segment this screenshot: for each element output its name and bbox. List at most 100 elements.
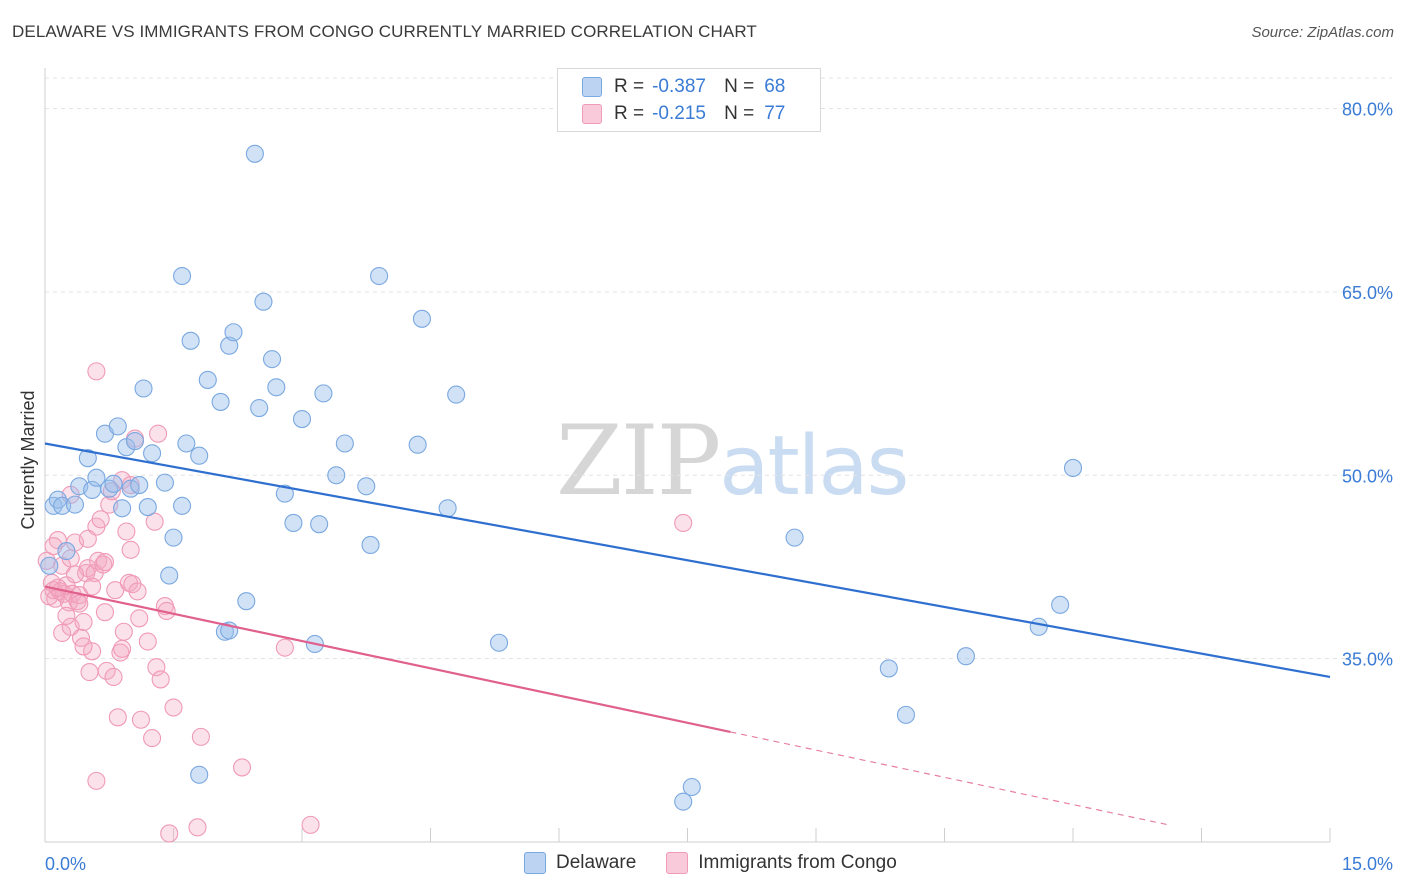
delaware-point — [113, 499, 132, 518]
delaware-point — [130, 476, 149, 495]
y-tick-label: 50.0% — [1342, 466, 1393, 486]
delaware-point — [357, 477, 376, 496]
delaware-point — [314, 384, 333, 403]
delaware-point — [1029, 617, 1048, 636]
n-label: N = — [724, 76, 755, 97]
congo-point — [232, 758, 252, 777]
delaware-point — [896, 705, 916, 724]
delaware-n-value: 68 — [764, 76, 786, 97]
congo-point — [108, 708, 127, 727]
congo-point — [104, 667, 123, 687]
delaware-point — [155, 473, 174, 492]
delaware-point — [125, 432, 144, 451]
delaware-point — [65, 495, 85, 514]
delaware-point — [335, 434, 354, 453]
congo-point — [128, 582, 147, 601]
delaware-point — [438, 499, 457, 518]
congo-point — [130, 609, 149, 628]
y-tick-label: 35.0% — [1342, 650, 1393, 670]
congo-point — [83, 577, 102, 596]
congo-trend-line — [44, 585, 731, 733]
delaware-point — [956, 647, 975, 666]
congo-point — [275, 638, 294, 657]
watermark-atlas: atlas — [719, 419, 909, 514]
delaware-point — [674, 792, 693, 811]
congo-point — [83, 642, 102, 661]
r-label: R = — [614, 103, 645, 124]
delaware-point — [190, 446, 209, 465]
delaware-point — [190, 765, 209, 784]
delaware-point — [143, 444, 162, 463]
congo-point — [74, 612, 93, 632]
congo-point — [188, 818, 207, 837]
r-label: R = — [614, 76, 645, 97]
delaware-legend-label: Delaware — [556, 852, 637, 873]
delaware-point — [1051, 595, 1070, 614]
delaware-point — [447, 385, 466, 404]
delaware-point — [173, 496, 192, 515]
correlation-legend: R = -0.387 N = 68 R = -0.215 N = 77 — [557, 68, 821, 132]
congo-legend-label: Immigrants from Congo — [698, 852, 897, 873]
delaware-point — [164, 528, 183, 547]
congo-point — [301, 815, 320, 834]
delaware-point — [134, 379, 153, 398]
congo-point — [78, 529, 97, 548]
delaware-point — [87, 468, 106, 487]
delaware-point — [237, 592, 256, 611]
congo-point — [121, 540, 140, 559]
congo-point — [65, 565, 85, 584]
congo-point — [74, 637, 93, 656]
delaware-point — [40, 556, 59, 575]
delaware-point — [412, 309, 431, 328]
delaware-point — [310, 515, 329, 534]
delaware-point — [262, 350, 282, 369]
delaware-point — [198, 370, 217, 389]
delaware-point — [160, 566, 179, 585]
delaware-point — [489, 633, 509, 652]
congo-point — [131, 710, 150, 729]
congo-r-value: -0.215 — [652, 103, 706, 124]
congo-point — [113, 639, 132, 658]
delaware-point — [785, 528, 804, 547]
delaware-point — [292, 409, 312, 429]
congo-point — [145, 512, 164, 531]
delaware-point — [327, 466, 346, 485]
delaware-point — [245, 144, 264, 163]
delaware-r-value: -0.387 — [652, 76, 706, 97]
delaware-point — [104, 474, 123, 493]
delaware-point — [254, 292, 273, 311]
congo-n-value: 77 — [764, 103, 786, 124]
source-label: Source: ZipAtlas.com — [1251, 24, 1394, 41]
congo-point — [97, 661, 116, 680]
congo-point — [80, 663, 99, 682]
delaware-point — [220, 336, 239, 355]
legend-row-congo: R = -0.215 N = 77 — [582, 102, 785, 126]
congo-point — [57, 606, 76, 625]
congo-point — [87, 771, 106, 790]
delaware-point — [370, 266, 389, 286]
legend-item-congo: Immigrants from Congo — [666, 852, 897, 874]
congo-point — [164, 698, 183, 717]
congo-trend-line-extrapolated — [730, 731, 1168, 826]
congo-point — [87, 362, 106, 381]
congo-point — [95, 603, 115, 622]
congo-point — [674, 513, 693, 533]
delaware-point — [682, 777, 701, 797]
congo-point — [160, 824, 179, 843]
congo-legend-swatch — [666, 852, 689, 874]
y-axis-label: Currently Married — [18, 390, 38, 529]
delaware-legend-swatch — [524, 852, 546, 874]
watermark-zip: ZIP — [556, 405, 721, 517]
legend-item-delaware: Delaware — [524, 852, 636, 874]
delaware-trend-line — [44, 442, 1331, 679]
congo-point — [138, 632, 157, 651]
congo-point — [143, 729, 162, 748]
congo-swatch — [582, 104, 602, 124]
legend-row-delaware: R = -0.387 N = 68 — [582, 75, 785, 99]
watermark: ZIPatlas — [556, 405, 909, 517]
delaware-point — [275, 484, 294, 503]
x-tick-label: 15.0% — [1342, 854, 1393, 874]
congo-point — [70, 594, 89, 613]
delaware-point — [78, 449, 97, 468]
